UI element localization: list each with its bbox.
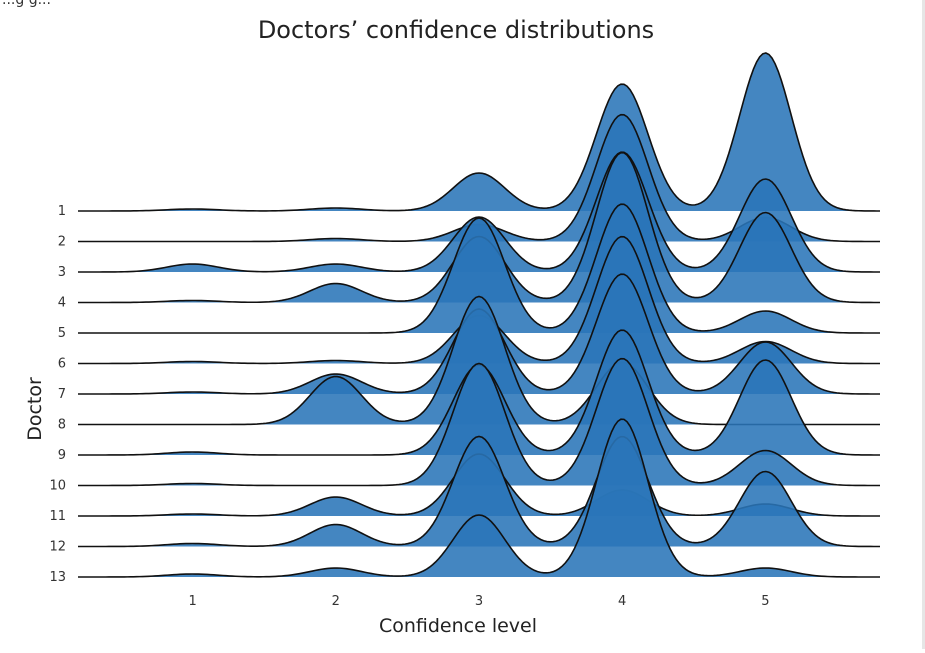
y-tick-label-11: 11 — [49, 509, 66, 524]
ridge-line-doctor-3 — [78, 151, 881, 273]
ridge-line-doctor-1 — [78, 52, 880, 212]
y-tick-label-6: 6 — [58, 357, 66, 372]
y-tick-label-2: 2 — [58, 235, 66, 250]
y-tick-label-1: 1 — [58, 204, 66, 219]
x-tick-label-4: 4 — [618, 594, 626, 609]
y-axis-label: Doctor — [24, 377, 46, 441]
y-tick-label-4: 4 — [58, 296, 66, 311]
x-tick-label-1: 1 — [188, 594, 196, 609]
y-tick-label-8: 8 — [58, 418, 66, 433]
chart-title: Doctors’ confidence distributions — [258, 16, 654, 44]
y-tick-label-13: 13 — [49, 570, 66, 585]
x-tick-label-5: 5 — [761, 594, 769, 609]
ridges-layer — [78, 52, 881, 578]
ridge-fill-doctor-1 — [78, 53, 880, 211]
y-tick-label-12: 12 — [49, 540, 66, 555]
y-tick-label-5: 5 — [58, 326, 66, 341]
x-tick-labels: 1 2 3 4 5 — [188, 594, 769, 609]
window-edge — [922, 0, 925, 649]
y-tick-label-3: 3 — [58, 265, 66, 280]
ridge-line-doctor-5 — [78, 203, 880, 334]
x-axis-label: Confidence level — [379, 615, 537, 637]
y-tick-label-9: 9 — [58, 448, 66, 463]
y-tick-label-10: 10 — [49, 479, 66, 494]
ridge-fill-doctor-5 — [78, 204, 880, 333]
ridge-line-doctor-12 — [78, 435, 881, 548]
ridge-fill-doctor-13 — [78, 419, 880, 577]
x-tick-label-3: 3 — [475, 594, 483, 609]
corner-text: ...g g... — [2, 0, 51, 8]
ridge-fill-doctor-10 — [78, 358, 880, 486]
x-tick-label-2: 2 — [332, 594, 340, 609]
ridge-fill-doctor-12 — [78, 436, 880, 547]
ridge-line-doctor-10 — [78, 357, 880, 487]
ridge-line-doctor-13 — [78, 418, 880, 578]
y-tick-label-7: 7 — [58, 387, 66, 402]
ridge-fill-doctor-8 — [78, 296, 880, 425]
corner-text-fragment: ...g g... — [0, 0, 60, 16]
